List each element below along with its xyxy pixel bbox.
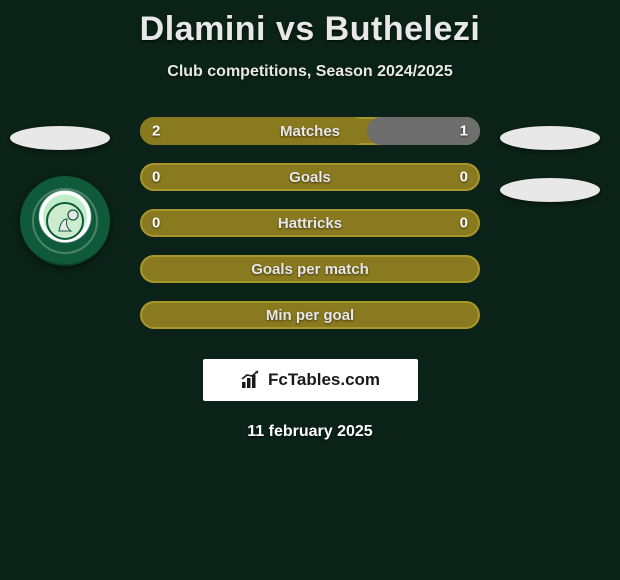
stat-row: 0 0 Goals xyxy=(140,163,480,191)
stat-row: Min per goal xyxy=(140,301,480,329)
bar-chart-icon xyxy=(240,370,262,390)
stat-label: Goals per match xyxy=(251,261,369,278)
stat-value-right: 1 xyxy=(460,123,468,140)
stat-label: Hattricks xyxy=(278,215,342,232)
stat-value-right: 0 xyxy=(460,169,468,186)
stat-row: 0 0 Hattricks xyxy=(140,209,480,237)
stat-value-right: 0 xyxy=(460,215,468,232)
club-crest-icon xyxy=(45,201,85,241)
stat-label: Min per goal xyxy=(266,307,354,324)
page-title: Dlamini vs Buthelezi xyxy=(0,0,620,49)
footer-brand-badge: FcTables.com xyxy=(203,359,418,401)
stat-label: Matches xyxy=(280,123,340,140)
stat-value-left: 0 xyxy=(152,169,160,186)
footer-brand-text: FcTables.com xyxy=(268,370,380,390)
right-player-ellipse-1 xyxy=(500,126,600,150)
left-player-ellipse xyxy=(10,126,110,150)
footer-date: 11 february 2025 xyxy=(0,423,620,441)
stat-row: 2 1 Matches xyxy=(140,117,480,145)
stat-value-left: 2 xyxy=(152,123,160,140)
club-badge-icon xyxy=(20,176,110,266)
stat-value-left: 0 xyxy=(152,215,160,232)
page-subtitle: Club competitions, Season 2024/2025 xyxy=(0,63,620,81)
stat-label: Goals xyxy=(289,169,331,186)
stat-row: Goals per match xyxy=(140,255,480,283)
right-player-ellipse-2 xyxy=(500,178,600,202)
